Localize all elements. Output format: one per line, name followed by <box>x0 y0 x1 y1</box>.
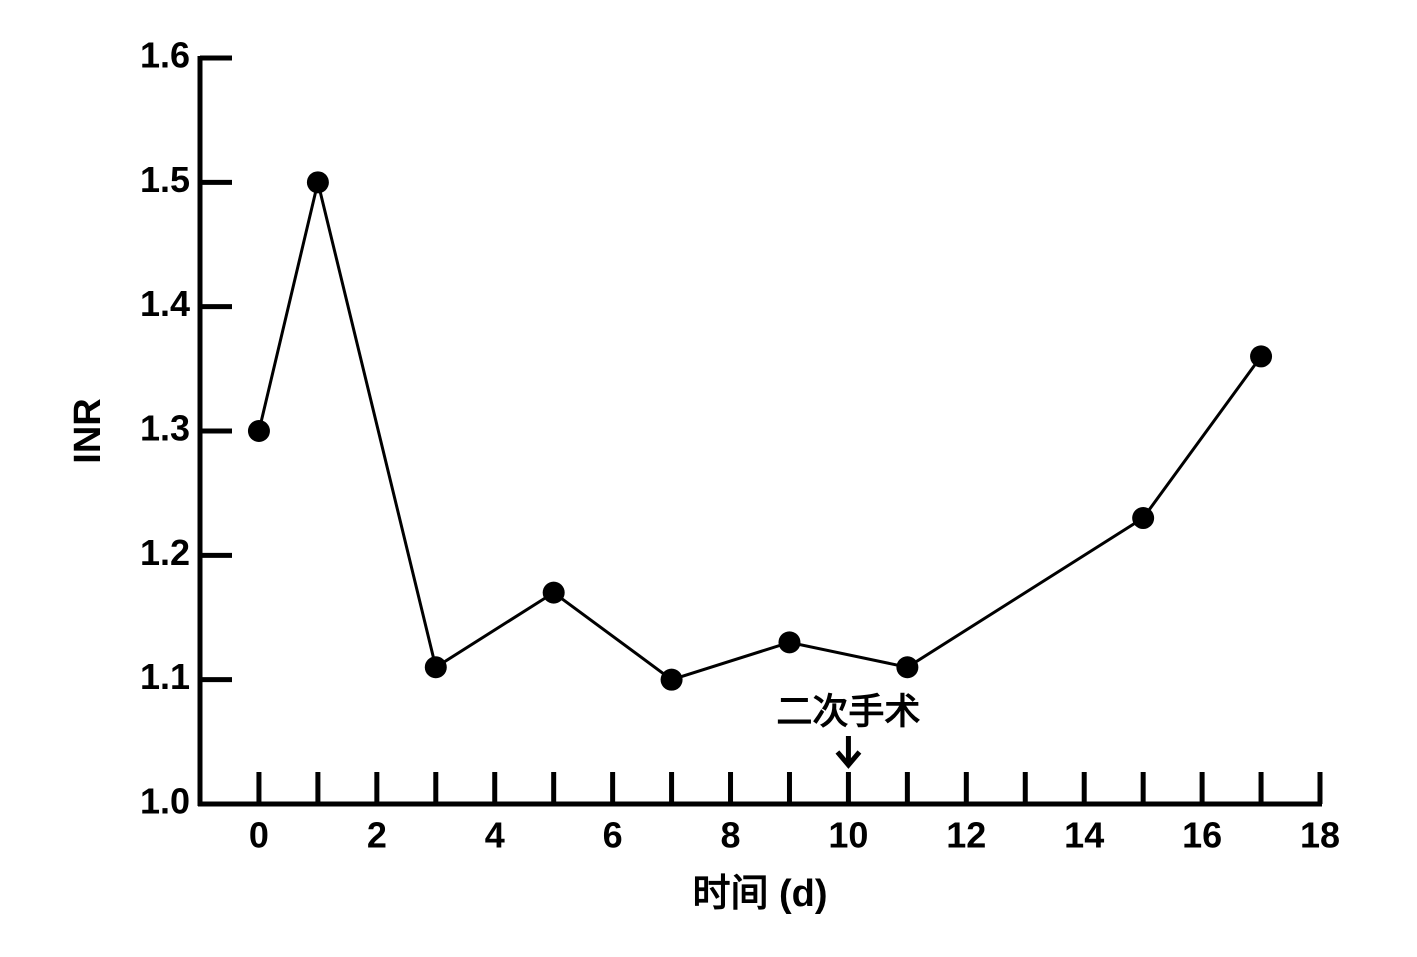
x-tick-label: 4 <box>485 815 505 856</box>
data-line <box>257 181 1263 682</box>
data-point <box>660 668 683 691</box>
y-axis-title: INR <box>67 398 109 463</box>
data-point <box>247 420 270 442</box>
data-point <box>1250 345 1273 368</box>
x-tick-label: 14 <box>1064 815 1104 856</box>
x-tick-label: 12 <box>946 815 986 856</box>
data-point <box>1132 507 1155 530</box>
y-tick-label: 1.3 <box>140 408 190 449</box>
annotation-text: 二次手术 <box>776 691 920 732</box>
x-tick-label: 18 <box>1300 815 1340 856</box>
data-point <box>778 631 801 654</box>
annotation-arrow-head <box>835 750 862 769</box>
data-point <box>896 656 919 679</box>
y-tick-label: 1.1 <box>140 656 190 697</box>
data-point <box>424 656 447 679</box>
y-tick-label: 1.6 <box>140 35 190 76</box>
x-tick-label: 10 <box>828 815 868 856</box>
x-tick-label: 0 <box>249 815 269 856</box>
x-tick-label: 16 <box>1182 815 1222 856</box>
y-tick-label: 1.2 <box>140 532 190 573</box>
data-point <box>542 581 565 604</box>
x-tick-label: 2 <box>367 815 387 856</box>
y-tick-label: 1.4 <box>140 283 190 324</box>
data-point <box>306 171 329 194</box>
x-tick-label: 6 <box>603 815 623 856</box>
y-tick-label: 1.0 <box>140 781 190 822</box>
x-tick-label: 8 <box>721 815 741 856</box>
x-axis-title: 时间 (d) <box>692 873 827 915</box>
y-tick-label: 1.5 <box>140 159 190 200</box>
